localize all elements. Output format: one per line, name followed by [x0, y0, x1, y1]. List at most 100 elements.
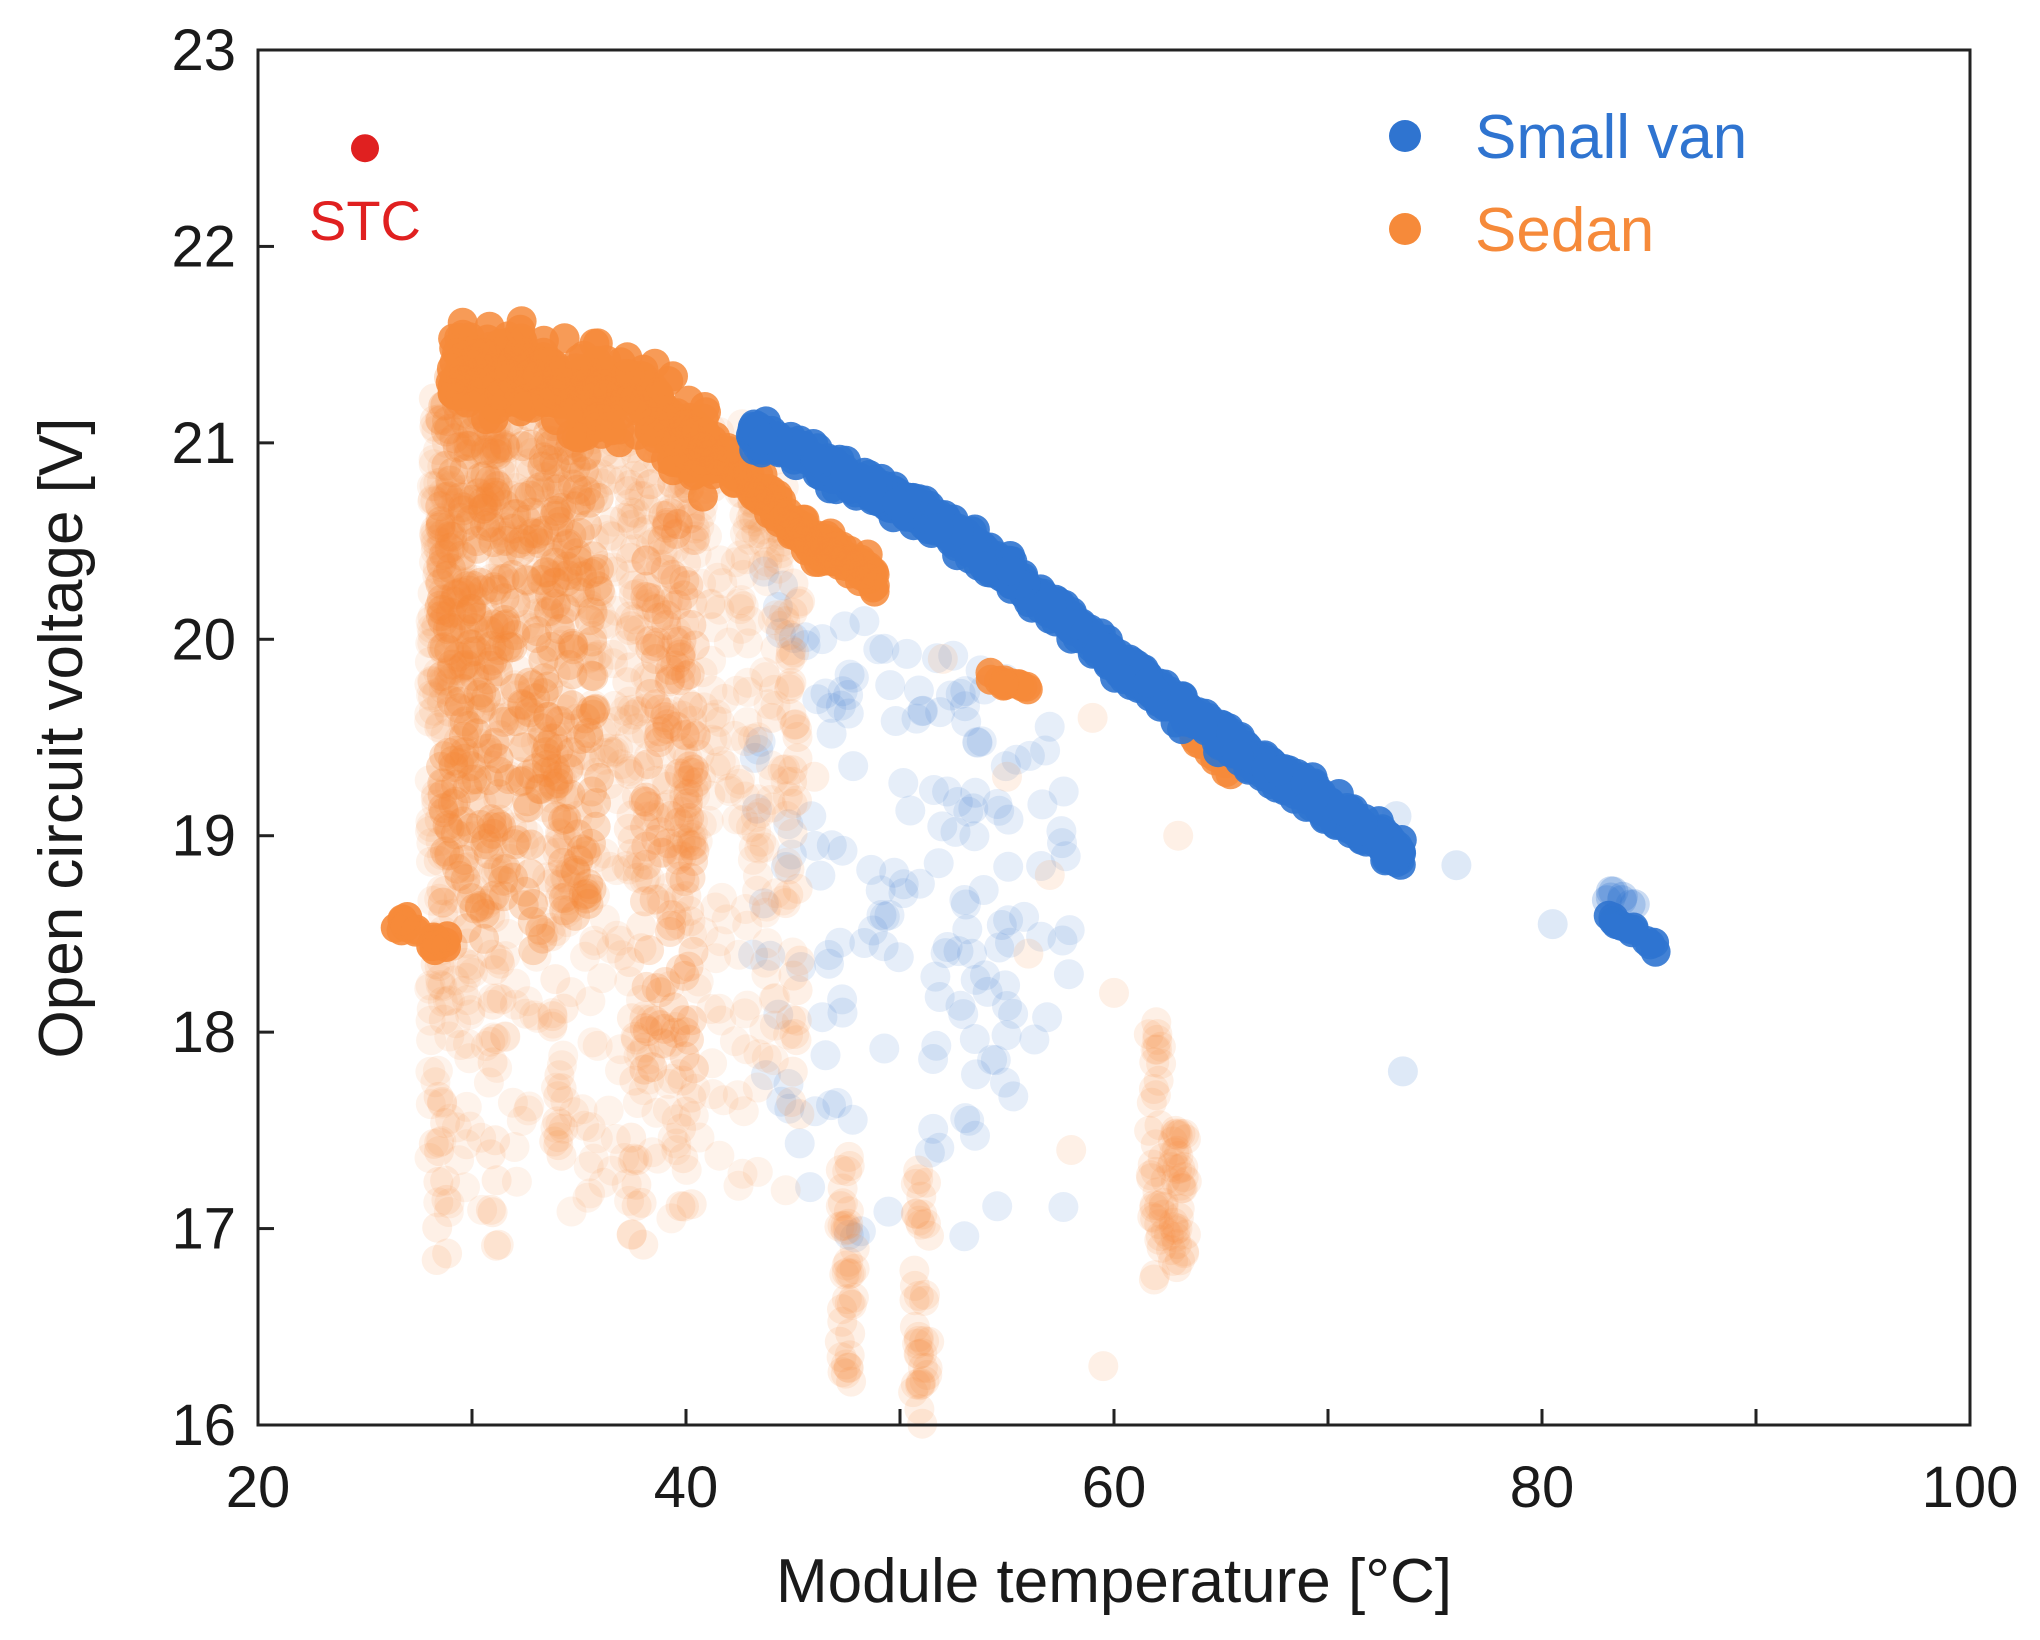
sedan-scatter-point: [758, 1045, 789, 1076]
sedan-scatter-point: [763, 544, 793, 575]
small-van-scatter-point: [920, 961, 951, 992]
sedan-scatter-point: [927, 643, 958, 674]
sedan-scatter-point: [485, 549, 516, 580]
sedan-point: [634, 791, 665, 822]
sedan-scatter-point: [617, 509, 648, 540]
sedan-scatter-point: [579, 524, 610, 554]
sedan-scatter-point: [724, 939, 754, 970]
small-van-scatter-point: [833, 680, 864, 710]
sedan-scatter-point: [626, 840, 657, 871]
sedan-scatter-point: [634, 1064, 665, 1095]
sedan-scatter-point: [422, 1212, 453, 1243]
sedan-scatter-point: [615, 488, 645, 519]
sedan-scatter-point: [617, 497, 647, 528]
sedan-scatter-point: [628, 481, 659, 512]
sedan-scatter-point: [708, 1085, 739, 1116]
sedan-scatter-point: [423, 1081, 454, 1112]
sedan-scatter-point: [575, 1178, 606, 1209]
sedan-scatter-point: [577, 621, 608, 651]
sedan-scatter-point: [686, 568, 717, 599]
sedan-scatter-point: [452, 719, 482, 750]
small-van-scatter-point: [1537, 909, 1568, 940]
sedan-scatter-point: [830, 1215, 861, 1246]
y-tick-label: 23: [171, 18, 236, 83]
sedan-scatter-point: [566, 557, 597, 588]
sedan-scatter-point: [614, 854, 645, 885]
sedan-scatter-point: [909, 1285, 940, 1316]
sedan-scatter-point: [486, 984, 517, 1015]
sedan-scatter-point: [629, 1032, 660, 1063]
sedan-scatter-point: [510, 529, 540, 560]
sedan-point: [574, 605, 605, 636]
sedan-scatter-point: [419, 405, 450, 436]
sedan-scatter-point: [578, 689, 608, 720]
sedan-scatter-point: [423, 657, 454, 688]
sedan-scatter-point: [418, 682, 448, 713]
sedan-scatter-point: [451, 1091, 482, 1122]
sedan-scatter-point: [436, 816, 466, 847]
sedan-scatter-point: [607, 465, 638, 496]
sedan-scatter-point: [725, 540, 756, 571]
sedan-scatter-point: [628, 1075, 659, 1106]
sedan-scatter-point: [416, 613, 447, 644]
small-van-scatter-point: [825, 690, 856, 721]
sedan-scatter-point: [622, 852, 653, 883]
small-van-scatter-point: [945, 678, 976, 709]
sedan-scatter-point: [476, 884, 507, 915]
sedan-scatter-point: [565, 544, 596, 575]
sedan-scatter-point: [664, 1059, 695, 1090]
sedan-scatter-point: [461, 628, 491, 659]
sedan-scatter-point: [697, 724, 728, 755]
sedan-scatter-point: [598, 506, 629, 537]
sedan-scatter-point: [655, 634, 686, 665]
sedan-scatter-point: [452, 873, 483, 904]
small-van-scatter-point: [950, 691, 980, 722]
sedan-scatter-point: [614, 686, 645, 717]
sedan-scatter-point: [419, 471, 450, 502]
sedan-scatter-point: [586, 716, 617, 747]
sedan-scatter-point: [425, 970, 456, 1000]
sedan-scatter-point: [415, 816, 445, 847]
sedan-scatter-point: [448, 475, 479, 505]
sedan-scatter-point: [501, 614, 532, 645]
sedan-scatter-point: [481, 1230, 511, 1261]
small-van-scatter-point: [790, 622, 821, 653]
sedan-scatter-point: [653, 585, 684, 616]
sedan-point: [436, 686, 467, 717]
small-van-scatter-point: [748, 888, 779, 919]
sedan-scatter-point: [416, 846, 446, 877]
sedan-point: [539, 771, 570, 802]
sedan-scatter-point: [424, 712, 455, 743]
sedan-scatter-point: [542, 721, 572, 752]
small-van-scatter-point: [962, 727, 993, 758]
sedan-scatter-point: [597, 639, 628, 670]
sedan-scatter-point: [490, 1021, 521, 1052]
sedan-scatter-point: [551, 864, 582, 894]
sedan-scatter-point: [666, 830, 696, 861]
sedan-scatter-point: [707, 882, 737, 913]
small-van-scatter-point: [745, 726, 776, 757]
sedan-scatter-point: [661, 1135, 692, 1166]
sedan-point: [574, 487, 605, 518]
small-van-scatter-point: [993, 804, 1024, 835]
small-van-scatter-point: [869, 901, 900, 932]
sedan-scatter-point: [487, 852, 518, 883]
sedan-scatter-point: [440, 565, 471, 595]
sedan-scatter-point: [626, 985, 656, 1015]
sedan-scatter-point: [499, 419, 530, 450]
sedan-scatter-point: [626, 517, 657, 548]
sedan-scatter-point: [646, 738, 676, 769]
sedan-scatter-point: [414, 1143, 445, 1173]
small-van-scatter-point: [968, 875, 999, 905]
sedan-scatter-point: [704, 706, 735, 737]
sedan-scatter-point: [517, 437, 548, 468]
sedan-scatter-point: [697, 1048, 728, 1079]
sedan-scatter-point: [546, 680, 577, 711]
sedan-scatter-point: [428, 665, 459, 695]
sedan-scatter-point: [423, 435, 454, 465]
sedan-scatter-point: [487, 703, 518, 734]
sedan-scatter-point: [480, 468, 511, 499]
sedan-scatter-point: [767, 754, 798, 785]
sedan-scatter-point: [622, 1145, 653, 1175]
small-van-scatter-point: [869, 1033, 900, 1064]
